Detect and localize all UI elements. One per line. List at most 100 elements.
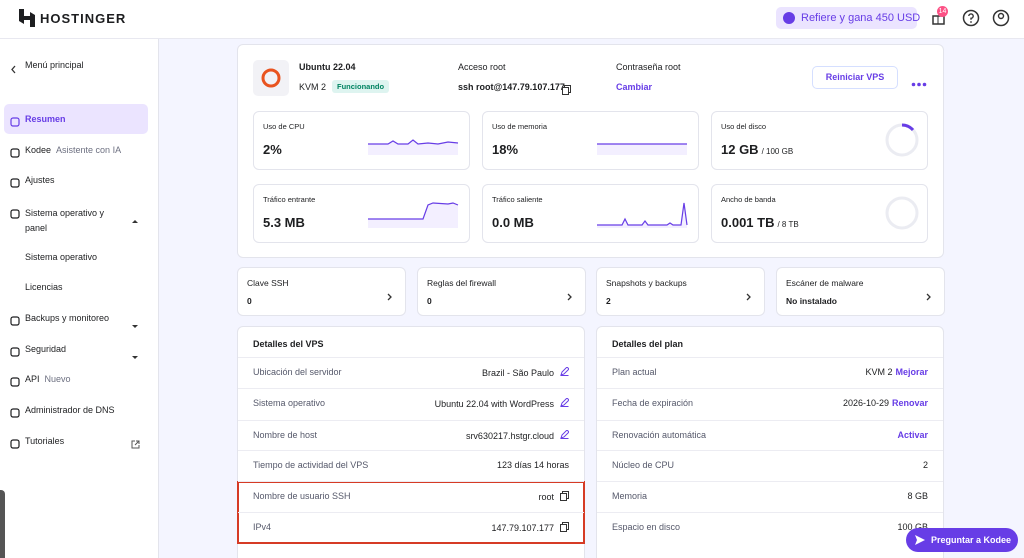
sidebar-item[interactable]: Backups y monitoreo bbox=[25, 313, 110, 323]
plan-details-card bbox=[596, 326, 944, 558]
metric-card[interactable] bbox=[482, 184, 699, 243]
quick-label: Escáner de malware bbox=[786, 278, 864, 288]
row-value: 100 GB bbox=[897, 522, 928, 532]
value-text: 2 bbox=[922, 460, 928, 470]
chevron bbox=[926, 288, 932, 306]
row-value: 123 días 14 horas bbox=[497, 460, 569, 470]
password-action[interactable]: Cambiar bbox=[616, 82, 653, 92]
copy-icon[interactable] bbox=[560, 522, 569, 534]
password-label: Contraseña root bbox=[616, 62, 681, 72]
back-icon bbox=[10, 61, 18, 79]
referral-button[interactable] bbox=[776, 7, 917, 29]
value-text: 123 días 14 horas bbox=[496, 460, 569, 470]
usage-ring bbox=[884, 195, 920, 236]
logo-icon bbox=[19, 9, 35, 27]
sidebar-back: Menú principal bbox=[25, 60, 84, 70]
item-note: Asistente con IA bbox=[56, 145, 122, 155]
row-action[interactable]: Mejorar bbox=[895, 367, 928, 377]
notification-badge: 14 bbox=[937, 6, 948, 17]
item-icon bbox=[10, 405, 20, 423]
row-divider bbox=[597, 481, 943, 482]
referral-text: Refiere y gana 450 USD bbox=[801, 12, 921, 24]
row-label: Tiempo de actividad del VPS bbox=[253, 460, 369, 470]
status-badge: Funcionando bbox=[332, 80, 390, 93]
access-label: Acceso root bbox=[458, 62, 506, 72]
copy-icon[interactable] bbox=[560, 491, 569, 503]
quick-value: No instalado bbox=[786, 296, 838, 306]
sidebar-item[interactable]: Sistema operativo y panel bbox=[25, 208, 105, 233]
row-action[interactable]: Renovar bbox=[891, 398, 928, 408]
quick-card[interactable] bbox=[596, 267, 765, 316]
row-value: 8 GB bbox=[907, 491, 928, 501]
quick-card[interactable] bbox=[417, 267, 586, 316]
chevron bbox=[132, 347, 138, 365]
quick-card[interactable] bbox=[776, 267, 945, 316]
metric-value: 0.0 MB bbox=[492, 215, 534, 230]
row-value: Ubuntu 22.04 with WordPress bbox=[434, 397, 570, 409]
row-divider bbox=[238, 450, 584, 451]
item-icon bbox=[10, 313, 20, 331]
edit-icon[interactable] bbox=[560, 397, 570, 409]
external-icon bbox=[131, 436, 140, 454]
row-label: Memoria bbox=[612, 491, 648, 501]
row-label: IPv4 bbox=[253, 522, 272, 532]
metric-label: Tráfico entrante bbox=[263, 195, 316, 204]
help-icon bbox=[962, 9, 980, 32]
sidebar-item[interactable]: API Nuevo bbox=[25, 374, 71, 384]
row-value: 2026-10-29 Renovar bbox=[843, 398, 928, 408]
value-text: Brazil - São Paulo bbox=[481, 367, 554, 378]
account-icon bbox=[992, 9, 1010, 32]
row-label: Nombre de usuario SSH bbox=[253, 491, 351, 501]
sidebar-item[interactable]: Administrador de DNS bbox=[25, 405, 115, 415]
item-note: Nuevo bbox=[44, 374, 71, 384]
metric-value: 12 GB/ 100 GB bbox=[721, 142, 794, 157]
restart-button[interactable]: Reiniciar VPS bbox=[812, 66, 898, 89]
row-value: 2 bbox=[923, 460, 928, 470]
row-divider bbox=[597, 450, 943, 451]
quick-card[interactable] bbox=[237, 267, 406, 316]
sidebar-item[interactable]: Ajustes bbox=[25, 175, 55, 185]
edit-icon[interactable] bbox=[560, 366, 570, 378]
metric-card[interactable] bbox=[253, 111, 470, 170]
sidebar-item[interactable]: Seguridad bbox=[25, 344, 67, 354]
usage-ring bbox=[884, 122, 920, 163]
row-action[interactable]: Activar bbox=[897, 430, 928, 440]
metric-value: 18% bbox=[492, 142, 519, 157]
sidebar-item[interactable]: Sistema operativo bbox=[25, 252, 98, 262]
row-divider bbox=[238, 357, 584, 358]
row-value: 147.79.107.177 bbox=[491, 522, 569, 534]
sidebar-item[interactable]: Kodee Asistente con IA bbox=[25, 145, 122, 155]
item-icon bbox=[10, 175, 20, 193]
more-icon bbox=[911, 74, 927, 92]
row-label: Renovación automática bbox=[612, 430, 707, 440]
value-text: 8 GB bbox=[907, 491, 928, 501]
row-divider bbox=[597, 388, 943, 389]
metric-card[interactable] bbox=[482, 111, 699, 170]
metric-label: Uso del disco bbox=[721, 122, 767, 131]
quick-value: 0 bbox=[247, 296, 252, 306]
metric-label: Ancho de banda bbox=[721, 195, 776, 204]
row-divider bbox=[597, 512, 943, 513]
logo: HOSTINGER bbox=[40, 11, 127, 26]
row-value: Activar bbox=[897, 430, 928, 440]
sidebar-item[interactable]: Resumen bbox=[25, 114, 66, 124]
metric-unit: / 100 GB bbox=[761, 147, 794, 156]
sidebar-item[interactable]: Licencias bbox=[25, 282, 63, 292]
chevron bbox=[387, 288, 393, 306]
copy-icon bbox=[562, 82, 571, 100]
quick-label: Clave SSH bbox=[247, 278, 289, 288]
edit-icon[interactable] bbox=[560, 429, 570, 441]
metric-value: 5.3 MB bbox=[263, 215, 305, 230]
metric-value: 2% bbox=[263, 142, 282, 157]
metric-card[interactable] bbox=[711, 111, 928, 170]
value-text: Ubuntu 22.04 with WordPress bbox=[434, 398, 554, 409]
row-label: Núcleo de CPU bbox=[612, 460, 675, 470]
metric-card[interactable] bbox=[711, 184, 928, 243]
row-label: Fecha de expiración bbox=[612, 398, 694, 408]
sidebar-item[interactable]: Tutoriales bbox=[25, 436, 65, 446]
row-value: root bbox=[538, 491, 569, 503]
metric-label: Uso de memoria bbox=[492, 122, 548, 131]
item-icon bbox=[10, 206, 20, 224]
value-text: KVM 2 bbox=[865, 367, 893, 377]
sparkline bbox=[597, 128, 689, 161]
